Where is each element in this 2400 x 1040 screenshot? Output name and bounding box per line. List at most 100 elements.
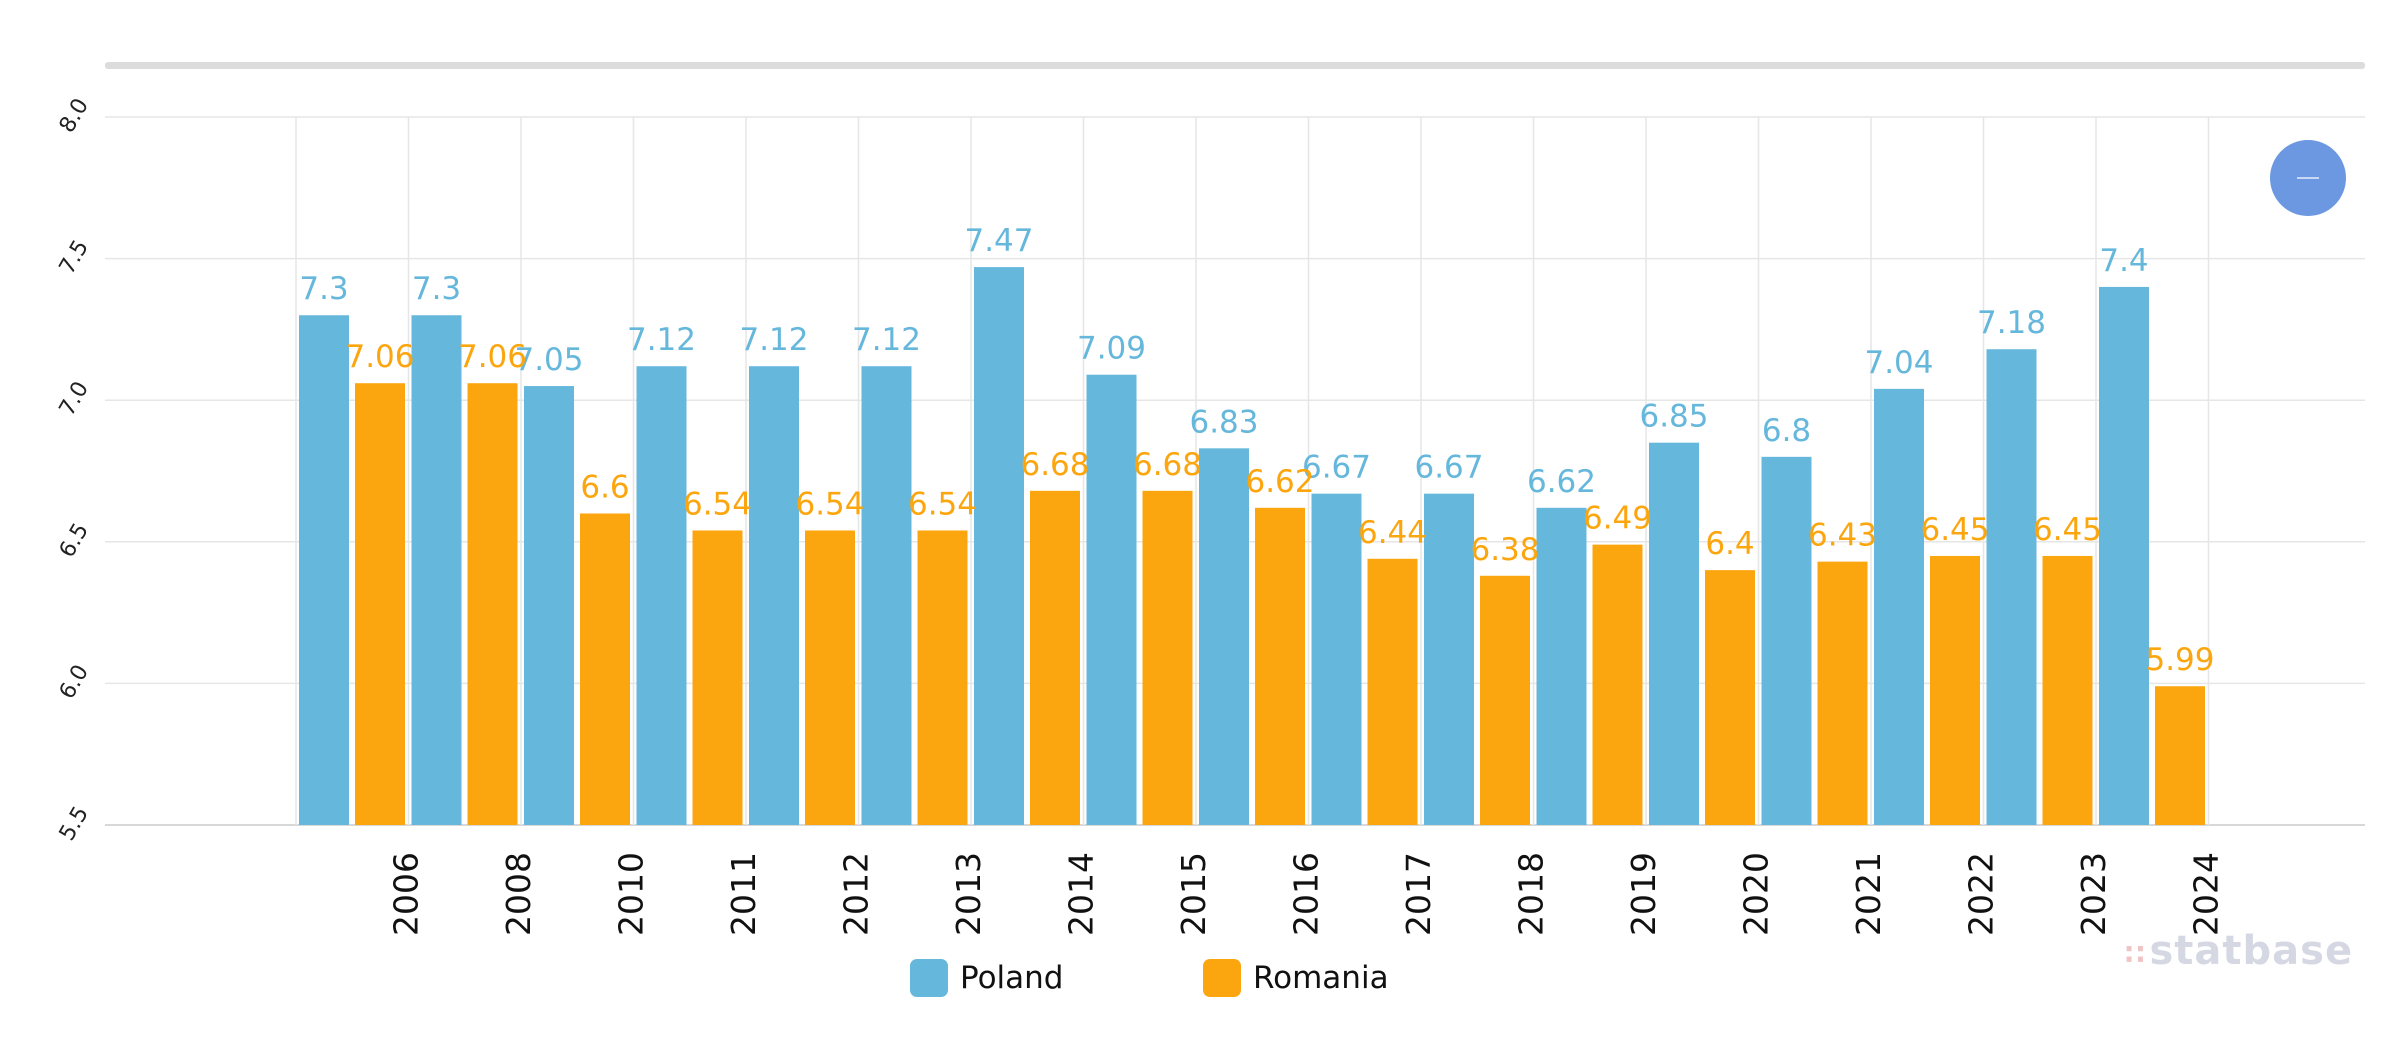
top-divider	[105, 62, 2365, 69]
x-tick-label: 2014	[1062, 852, 1101, 936]
bar-romania-2024	[2155, 686, 2205, 825]
bar-poland-2020	[1649, 442, 1699, 825]
y-tick-label: 6.5	[55, 519, 94, 562]
legend: Poland Romania	[0, 956, 2400, 1000]
bar-poland-2006	[299, 315, 349, 825]
data-label-romania: 6.54	[795, 486, 864, 522]
data-label-poland: 7.47	[964, 223, 1033, 259]
bar-romania-2011	[692, 530, 743, 825]
bar-romania-2013	[917, 530, 968, 825]
x-tick-label: 2024	[2187, 852, 2226, 936]
legend-swatch-poland	[910, 959, 948, 997]
bar-romania-2020	[1705, 570, 1755, 825]
x-tick-label: 2011	[724, 852, 763, 936]
legend-item-romania[interactable]: Romania	[1203, 956, 1389, 1000]
data-label-romania: 6.54	[908, 486, 977, 522]
data-label-poland: 6.8	[1762, 413, 1811, 449]
bar-poland-2023	[1986, 349, 2037, 825]
data-label-poland: 7.04	[1864, 345, 1933, 381]
x-tick-label: 2016	[1287, 852, 1326, 936]
bar-poland-2024	[2099, 286, 2149, 825]
bar-romania-2006	[355, 383, 405, 825]
y-tick-label: 6.0	[55, 661, 94, 704]
data-label-poland: 7.18	[1977, 305, 2046, 341]
data-label-poland: 7.12	[627, 322, 696, 358]
y-tick-label: 7.0	[55, 378, 94, 421]
y-tick-label: 7.5	[55, 236, 94, 279]
data-label-romania: 6.45	[1920, 512, 1989, 548]
x-tick-label: 2010	[612, 852, 651, 936]
x-tick-label: 2021	[1849, 852, 1888, 936]
data-label-romania: 6.45	[2033, 512, 2102, 548]
data-label-romania: 6.43	[1808, 518, 1877, 554]
data-label-poland: 6.67	[1302, 450, 1371, 486]
x-tick-label: 2015	[1174, 852, 1213, 936]
data-label-romania: 6.49	[1583, 501, 1652, 537]
data-label-romania: 6.54	[683, 486, 752, 522]
x-tick-label: 2013	[949, 852, 988, 936]
data-label-romania: 6.44	[1358, 515, 1427, 551]
legend-item-poland[interactable]: Poland	[910, 956, 1064, 1000]
x-tick-label: 2023	[2074, 852, 2113, 936]
x-tick-label: 2017	[1399, 852, 1438, 936]
data-label-poland: 7.12	[852, 322, 921, 358]
legend-swatch-romania	[1203, 959, 1241, 997]
bar-romania-2023	[2042, 555, 2093, 825]
bar-romania-2010	[580, 513, 630, 825]
x-axis: 2006 2008 2010 2011 2012 2013 2014 2015 2016 2017…	[387, 852, 2226, 936]
bar-poland-2018	[1424, 493, 1474, 825]
data-label-poland: 6.67	[1414, 450, 1483, 486]
statbase-watermark: ∷ statbase	[2125, 928, 2354, 974]
bar-romania-2014	[1030, 490, 1080, 825]
bar-poland-2014	[974, 267, 1024, 825]
x-tick-label: 2018	[1512, 852, 1551, 936]
data-label-poland: 7.09	[1077, 331, 1146, 367]
data-label-poland: 6.85	[1639, 399, 1708, 435]
data-label-romania: 7.06	[345, 339, 414, 375]
x-tick-label: 2012	[837, 852, 876, 936]
minus-icon	[2297, 177, 2319, 179]
x-tick-label: 2020	[1737, 852, 1776, 936]
legend-label-romania: Romania	[1253, 960, 1389, 996]
bar-poland-2016	[1199, 448, 1249, 825]
bar-romania-2008	[467, 383, 518, 825]
bar-romania-2022	[1930, 555, 1980, 825]
x-tick-label: 2019	[1624, 852, 1663, 936]
grid-lines	[105, 116, 2365, 826]
bar-romania-2019	[1592, 544, 1643, 825]
bar-poland-2008	[411, 315, 462, 825]
x-tick-label: 2006	[387, 852, 426, 936]
data-label-poland: 7.12	[739, 322, 808, 358]
zoom-reset-button[interactable]	[2270, 140, 2346, 216]
bar-poland-2019	[1536, 507, 1587, 825]
data-label-poland: 7.4	[2099, 243, 2148, 279]
bar-poland-2011	[636, 366, 687, 825]
bar-poland-2021	[1761, 456, 1812, 825]
data-labels: 7.3 7.37.057.12 7.12 7.127.477.096.836.67 6.…	[299, 223, 2214, 678]
legend-label-poland: Poland	[960, 960, 1064, 996]
data-label-poland: 6.62	[1527, 464, 1596, 500]
data-label-poland: 7.05	[514, 342, 583, 378]
data-label-romania: 5.99	[2145, 642, 2214, 678]
y-tick-label: 5.5	[55, 802, 94, 845]
y-tick-label: 8.0	[55, 94, 94, 137]
data-label-romania: 7.06	[458, 339, 527, 375]
bar-romania-2017	[1367, 558, 1418, 825]
bars	[299, 267, 2205, 825]
bar-romania-2015	[1142, 490, 1193, 825]
data-label-poland: 7.3	[412, 271, 461, 307]
data-label-romania: 6.68	[1020, 447, 1089, 483]
data-label-romania: 6.6	[580, 469, 629, 505]
y-axis: 5.5 6.0 6.5 7.0 7.5 8.0	[55, 94, 94, 845]
bar-poland-2012	[749, 366, 799, 825]
bar-poland-2022	[1874, 388, 1924, 825]
bar-romania-2021	[1817, 561, 1868, 825]
data-label-romania: 6.62	[1245, 464, 1314, 500]
data-label-poland: 7.3	[299, 271, 348, 307]
data-label-romania: 6.38	[1470, 532, 1539, 568]
bar-poland-2015	[1086, 374, 1137, 825]
data-label-poland: 6.83	[1189, 404, 1258, 440]
bar-poland-2017	[1311, 493, 1362, 825]
data-label-romania: 6.4	[1705, 526, 1754, 562]
